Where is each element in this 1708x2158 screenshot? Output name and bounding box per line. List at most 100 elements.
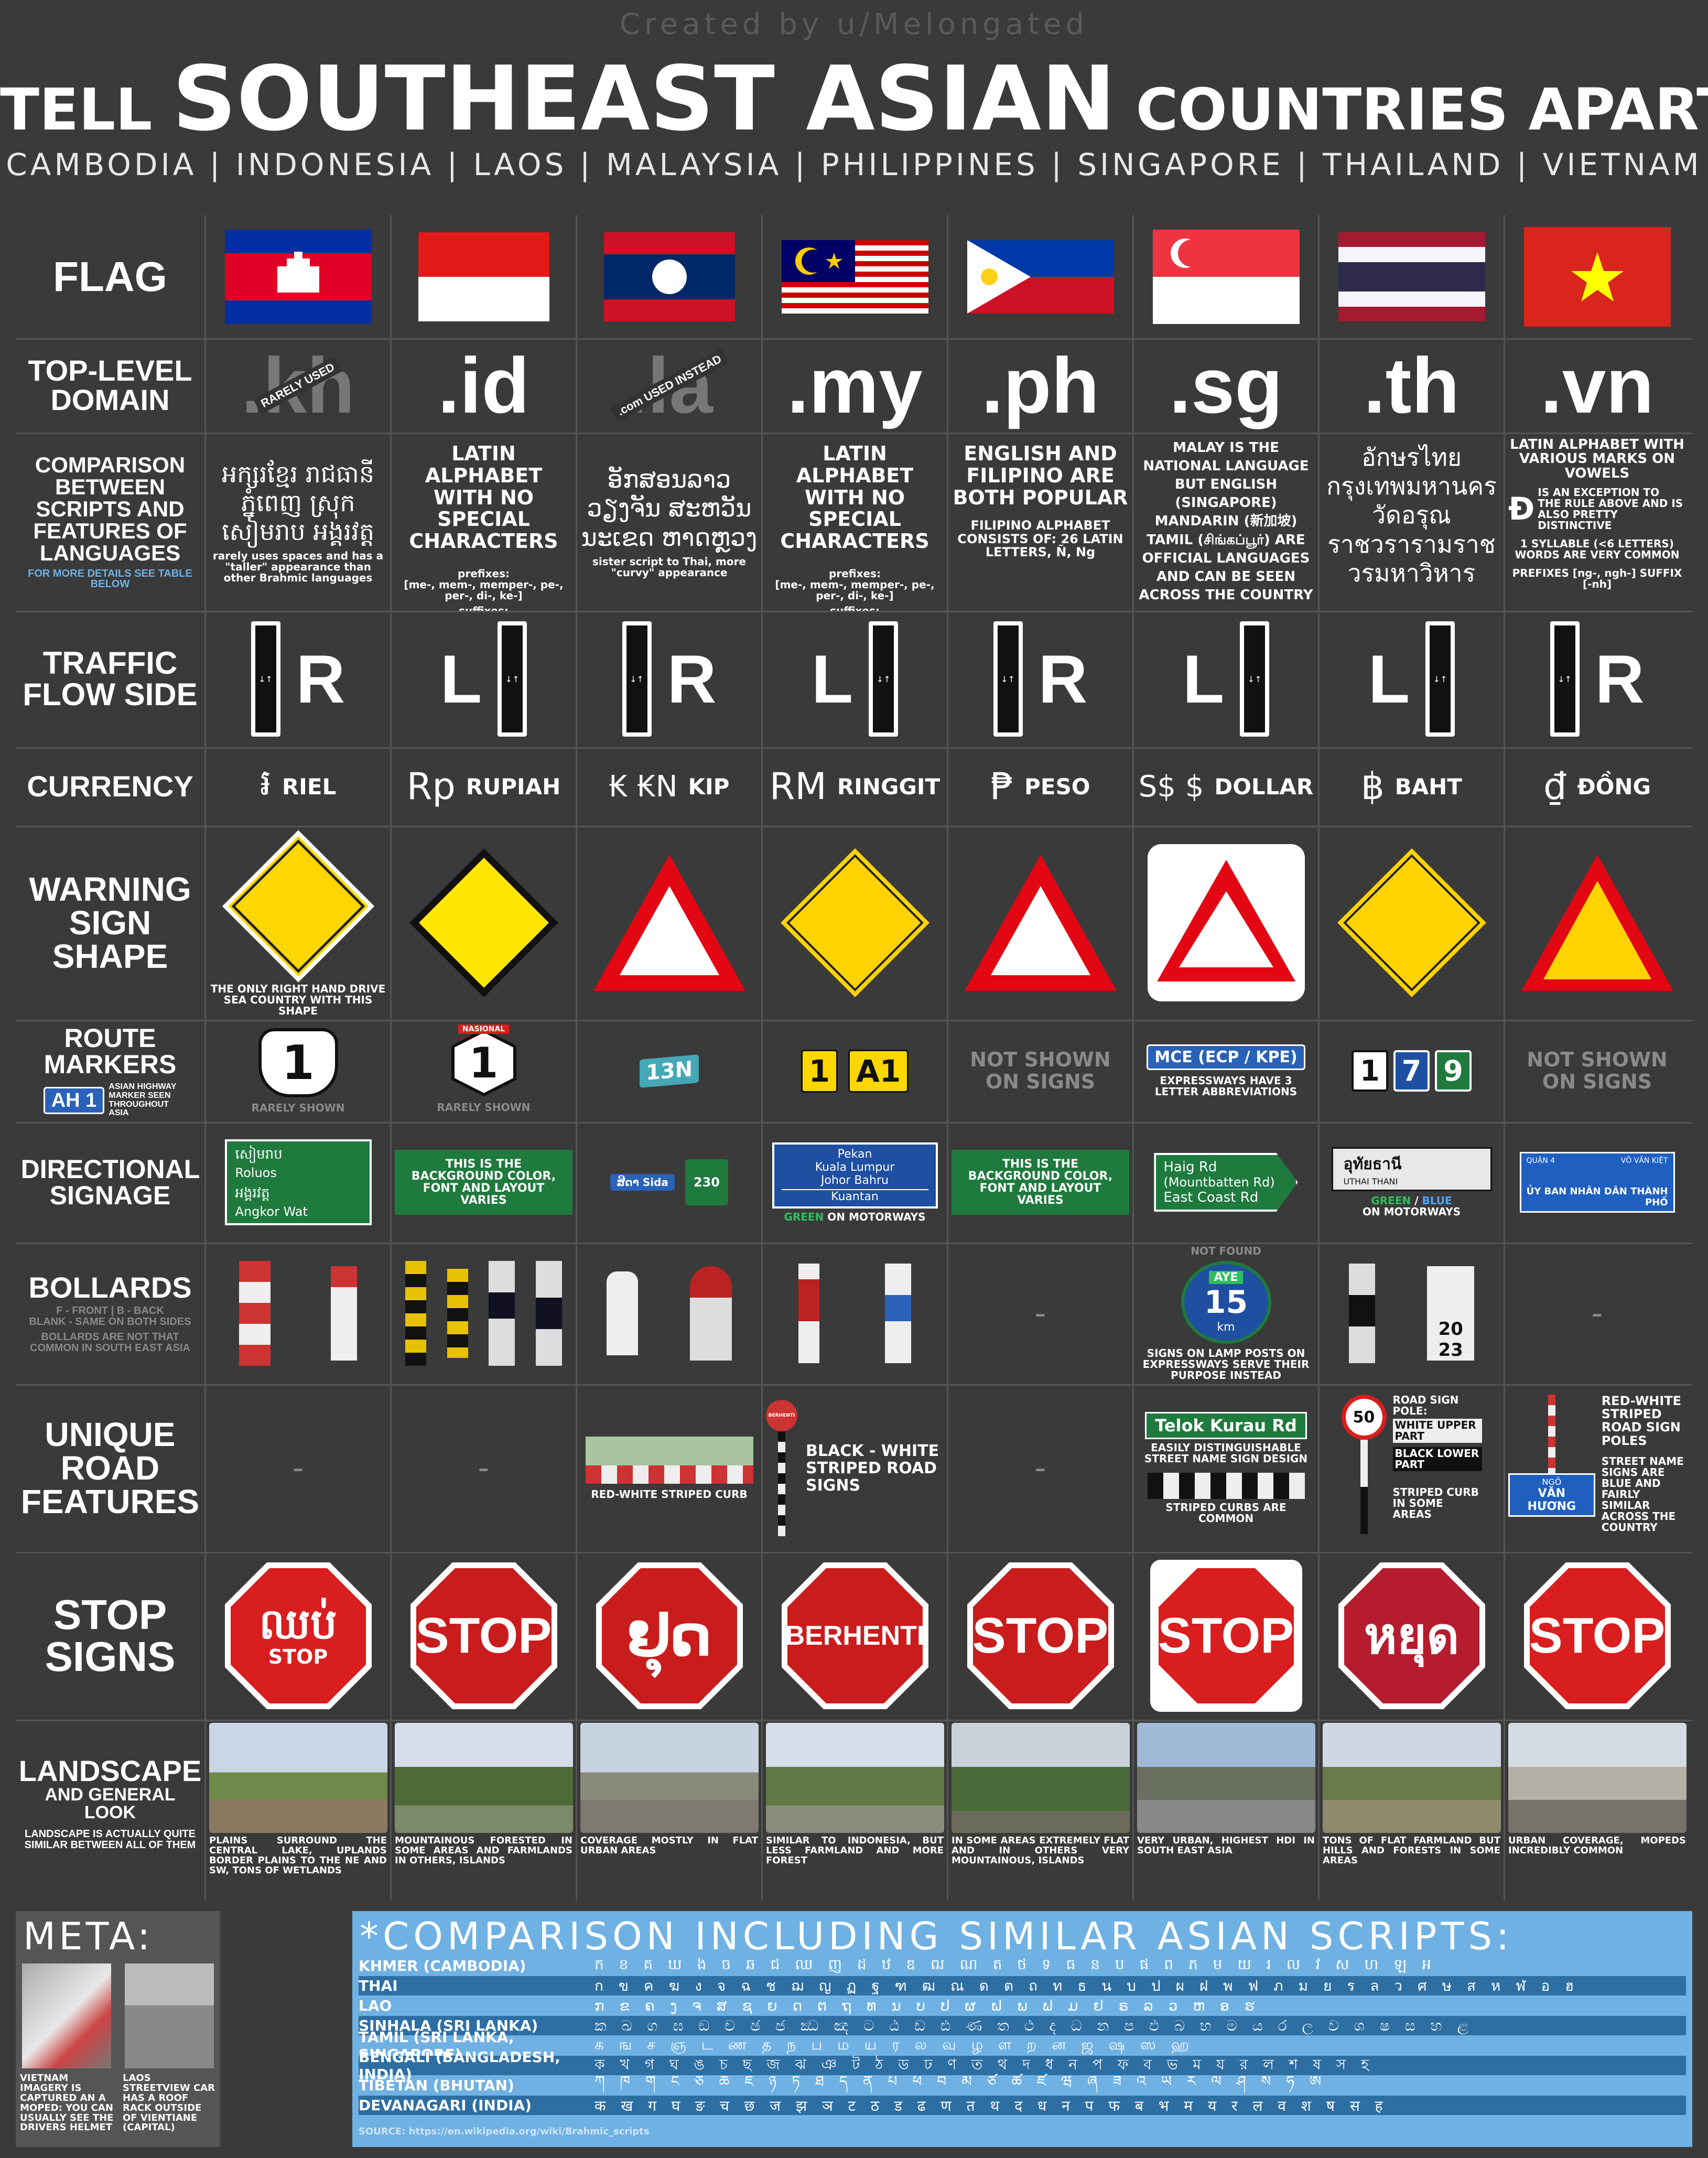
script-chars: க ங ச ஞ ட ண த ந ப ம ய ர ல வ ழ ள ற ன ஜ ஷ …	[594, 2036, 1195, 2053]
row-currency: CURRENCY ៛ RIEL Rp RUPIAH ₭ ₭N KIP RM RINGGI…	[16, 747, 1692, 827]
bollard-photo: 20 23	[1427, 1266, 1475, 1361]
bollard-note: BOLLARDS ARE NOT THAT COMMON IN SOUTH EA…	[30, 1331, 190, 1354]
street-name-sign: Telok Kurau Rd	[1145, 1412, 1307, 1439]
green-label: GREEN	[784, 1210, 824, 1223]
flow-letter: R	[1595, 641, 1645, 717]
dir-laos: ສີດາ Sida 230	[576, 1122, 761, 1243]
land-singapore: VERY URBAN, HIGHEST HDI IN SOUTH EAST AS…	[1132, 1720, 1318, 1901]
meta-panel: META: VIETNAM IMAGERY IS CAPTURED AN A M…	[16, 1911, 220, 2147]
bollard-none: -	[1591, 1295, 1603, 1332]
cambodia-flag-icon	[224, 229, 372, 324]
route-none: NOT SHOWN ON SIGNS	[970, 1048, 1111, 1093]
sign-line: VÕ VĂN KIỆT	[1620, 1157, 1668, 1165]
stop-sign: STOP	[1521, 1560, 1673, 1712]
prefixes-label: prefixes:	[829, 567, 881, 580]
warning-malaysia	[761, 826, 947, 1020]
landscape-photo	[951, 1723, 1130, 1833]
currency-indonesia: Rp RUPIAH	[390, 747, 576, 826]
script-name: KHMER (CAMBODIA)	[359, 1957, 526, 1974]
tld-cambodia: .khRARELY USED	[204, 338, 390, 433]
sign-line: (Mountbatten Rd)	[1163, 1175, 1275, 1190]
d-note: IS AN EXCEPTION TO THE RULE ABOVE AND IS…	[1538, 485, 1683, 532]
currency-name: RIEL	[282, 773, 337, 800]
stop-text: STOP	[415, 1607, 552, 1664]
expressway-code: AYE	[1208, 1271, 1244, 1284]
currency-cambodia: ៛ RIEL	[204, 747, 390, 826]
route-marker: 7	[1393, 1050, 1430, 1092]
sign-line: Roluos	[235, 1166, 277, 1180]
script-row: DEVANAGARI (INDIA) क ख ग घ ङ च छ ज झ ञ ट …	[359, 2096, 1686, 2115]
script-sample: LATIN ALPHABET WITH NO SPECIAL CHARACTER…	[409, 442, 558, 553]
green-label: GREEN	[1371, 1194, 1411, 1207]
flag-vietnam	[1504, 215, 1689, 338]
sign-line: East Coast Rd	[1163, 1190, 1259, 1205]
d-letter: Đ	[1508, 490, 1535, 527]
script-sample: ອັກສອນລາວ ວຽງຈັນ ສະຫວັນນະເຂດ ຫາດຫຼວງ	[581, 465, 758, 552]
script-row: SINHALA (SRI LANKA) ක ඛ ග ඝ ඞ ච ඡ ජ ඣ ඤ ට…	[359, 2016, 1686, 2035]
script-note: sister script to Thai, more "curvy" appe…	[592, 555, 746, 579]
row-traffic: TRAFFIC FLOW SIDE ↓↑ R L ↓↑ ↓↑ R L ↓↑ ↓↑ R L ↓…	[16, 611, 1692, 749]
landscape-photo	[1137, 1723, 1315, 1833]
route-marker: 1	[1352, 1050, 1388, 1092]
script-malaysia: LATIN ALPHABET WITH NO SPECIAL CHARACTER…	[761, 433, 947, 611]
directional-sign: อุทัยธานี UTHAI THANI	[1331, 1147, 1492, 1191]
currency-symbol: RM	[769, 765, 827, 808]
km-number: 15	[1204, 1284, 1248, 1321]
sign-line: Pekan	[837, 1147, 872, 1161]
octagon-icon	[596, 1562, 743, 1709]
script-philippines: ENGLISH AND FILIPINO ARE BOTH POPULAR FIL…	[947, 433, 1132, 611]
script-row: THAI ก ข ค ฆ ง จ ฉ ช ฌ ญ ฏ ฐ ฑ ฒ ณ ด ต ถ …	[359, 1976, 1686, 1995]
landscape-note: PLAINS SURROUND THE CENTRAL LAKE, UPLAND…	[209, 1835, 387, 1876]
unique-laos: RED-WHITE STRIPED CURB	[576, 1384, 761, 1552]
dir-malaysia: Pekan Kuala Lumpur Johor Bahru Kuantan G…	[761, 1122, 947, 1243]
unique-none: -	[1034, 1450, 1046, 1486]
bollard-philippines: -	[947, 1243, 1132, 1384]
route-none: NOT SHOWN ON SIGNS	[1527, 1048, 1668, 1093]
script-chars: ක ඛ ග ඝ ඞ ච ඡ ජ ඣ ඤ ට ඨ ඩ ඪ ණ ත ථ ද ධ න …	[594, 2016, 1474, 2034]
route-marker: 1	[801, 1049, 838, 1093]
script-sample: อักษรไทย กรุงเทพมหานคร วัดอรุณราชวรารามร…	[1326, 443, 1497, 587]
row-flag: FLAG	[16, 215, 1692, 340]
flag-thailand	[1318, 215, 1504, 338]
unique-note-2: STRIPED CURBS ARE COMMON	[1165, 1501, 1287, 1525]
title-post: COUNTRIES APART	[1136, 76, 1708, 143]
triangle-warning-icon	[964, 855, 1117, 991]
route-cambodia: 1 RARELY SHOWN	[204, 1020, 390, 1122]
landscape-note: IN SOME AREAS EXTREMELY FLAT AND IN OTHE…	[952, 1835, 1129, 1866]
route-philippines: NOT SHOWN ON SIGNS	[947, 1020, 1132, 1122]
indonesia-flag-icon	[418, 232, 549, 321]
two-way-arrow-icon: ↓↑	[622, 621, 652, 737]
tld-singapore: .sg	[1132, 338, 1318, 433]
laos-flag-icon	[603, 232, 735, 321]
bollard-thailand: 20 23	[1318, 1243, 1504, 1384]
sign-line: NGÕ	[1542, 1477, 1562, 1487]
striped-pole-sign: BERHENTI	[766, 1400, 797, 1536]
traffic-indonesia: L ↓↑	[390, 611, 576, 747]
flow-letter: R	[296, 641, 345, 717]
warning-singapore	[1132, 826, 1318, 1020]
triangle-warning-icon	[1521, 855, 1673, 991]
vietnam-moped-photo	[22, 1963, 111, 2068]
script-thailand: อักษรไทย กรุงเทพมหานคร วัดอรุณราชวรารามร…	[1318, 433, 1504, 611]
scripts-source: SOURCE: https://en.wikipedia.org/wiki/Br…	[359, 2126, 650, 2137]
bollard-number: 23	[1438, 1340, 1463, 1361]
sign-line: UTHAI THANI	[1343, 1177, 1398, 1186]
label-scripts-note: FOR MORE DETAILS SEE TABLE BELOW	[28, 568, 192, 590]
flow-letter: L	[811, 641, 853, 717]
blue-label: BLUE	[1422, 1194, 1452, 1207]
speed-limit-sign: 50	[1341, 1395, 1387, 1440]
label-traffic: TRAFFIC FLOW SIDE	[23, 645, 198, 712]
singapore-flag-icon	[1152, 229, 1300, 324]
directional-sign-2: 230	[685, 1159, 728, 1205]
sign-line: Kuala Lumpur	[815, 1160, 895, 1174]
bollard-number: 20	[1438, 1319, 1463, 1340]
bollard-photo	[606, 1271, 638, 1355]
hexagon-shield-icon	[451, 1029, 516, 1097]
row-scripts: COMPARISON BETWEEN SCRIPTS AND FEATURES …	[16, 433, 1692, 612]
script-name: SINHALA (SRI LANKA)	[359, 2017, 538, 2034]
currency-philippines: ₱ PESO	[947, 747, 1132, 826]
km-label: km	[1217, 1321, 1235, 1334]
row-bollards: BOLLARDS F - FRONT | B - BACK BLANK - SA…	[16, 1243, 1692, 1386]
tld-thailand: .th	[1318, 338, 1504, 433]
script-name: TIBETAN (BHUTAN)	[359, 2077, 514, 2094]
